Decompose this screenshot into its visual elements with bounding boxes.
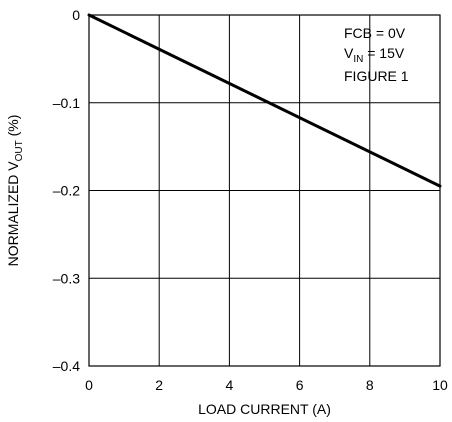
x-tick-label-2: 4: [226, 377, 234, 393]
y-axis-label-suffix: (%): [5, 115, 21, 141]
y-tick-label-2: –0.2: [53, 183, 80, 199]
annotation-fcb: FCB = 0V: [344, 25, 406, 41]
plot-frame: [88, 14, 441, 367]
x-tick-label-1: 2: [155, 377, 163, 393]
x-tick-labels: 0 2 4 6 8 10: [85, 377, 448, 393]
series-layer: [87, 13, 442, 188]
y-tick-label-1: –0.1: [53, 95, 80, 111]
y-tick-label-4: –0.4: [53, 358, 80, 374]
y-axis-label-subscript: OUT: [14, 140, 25, 161]
y-tick-label-3: –0.3: [53, 270, 80, 286]
x-axis-label: LOAD CURRENT (A): [198, 401, 331, 417]
annotation-vin-prefix: V: [344, 45, 354, 61]
annotation-figure: FIGURE 1: [344, 68, 409, 84]
x-tick-label-0: 0: [85, 377, 93, 393]
y-tick-label-0: 0: [72, 7, 80, 23]
y-tick-labels: 0 –0.1 –0.2 –0.3 –0.4: [53, 7, 80, 374]
y-axis-label-prefix: NORMALIZED V: [5, 161, 21, 267]
annotation-vin-suffix: = 15V: [363, 45, 405, 61]
annotation-vin-subscript: IN: [353, 54, 363, 65]
y-axis-label: NORMALIZED VOUT (%): [5, 115, 25, 267]
x-tick-label-4: 8: [366, 377, 374, 393]
x-tick-label-3: 6: [296, 377, 304, 393]
annotation-block: FCB = 0V VIN = 15V FIGURE 1: [344, 25, 409, 84]
series-line-0: [87, 13, 442, 188]
x-tick-label-5: 10: [432, 377, 448, 393]
annotation-vin: VIN = 15V: [344, 45, 405, 65]
